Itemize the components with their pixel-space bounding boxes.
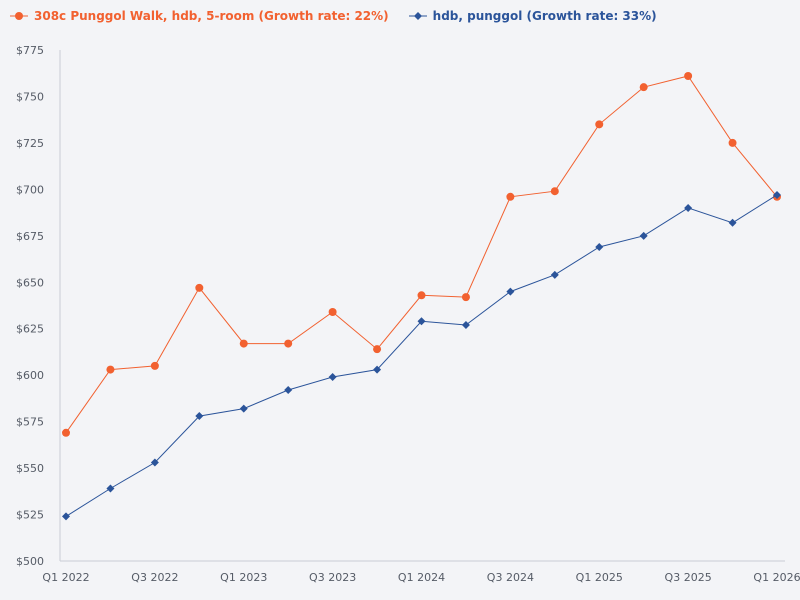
data-point[interactable] — [62, 512, 70, 521]
data-point[interactable] — [106, 365, 115, 374]
y-tick-label: $600 — [16, 369, 44, 382]
legend-item-308c[interactable]: 308c Punggol Walk, hdb, 5-room (Growth r… — [10, 9, 389, 23]
y-tick-label: $525 — [16, 509, 44, 522]
data-point[interactable] — [550, 187, 559, 196]
data-point[interactable] — [639, 83, 648, 92]
data-point[interactable] — [195, 412, 204, 421]
data-point[interactable] — [328, 308, 337, 317]
y-tick-label: $725 — [16, 137, 44, 150]
x-axis: Q1 2022 Q3 2022 Q1 2023 Q3 2023 Q1 2024 Q3 20… — [42, 560, 800, 584]
data-point[interactable] — [461, 321, 470, 330]
y-tick-label: $650 — [16, 276, 44, 289]
data-point[interactable] — [506, 287, 515, 296]
data-point[interactable] — [106, 484, 115, 493]
data-point[interactable] — [728, 218, 737, 227]
y-tick-label: $500 — [16, 555, 44, 568]
data-point[interactable] — [595, 120, 604, 129]
data-point[interactable] — [239, 339, 248, 348]
data-point[interactable] — [773, 190, 781, 199]
series-line — [65, 75, 778, 434]
data-point[interactable] — [728, 138, 737, 147]
y-tick-label: $750 — [16, 90, 44, 103]
data-point[interactable] — [195, 283, 204, 292]
x-tick-label: Q1 2024 — [398, 571, 445, 584]
data-point[interactable] — [417, 317, 426, 326]
legend-item-punggol[interactable]: hdb, punggol (Growth rate: 33%) — [408, 9, 657, 23]
x-tick-label: Q3 2023 — [309, 571, 356, 584]
legend-circle-marker-icon — [10, 12, 28, 20]
legend-label-308c: 308c Punggol Walk, hdb, 5-room (Growth r… — [34, 9, 389, 23]
data-point[interactable] — [373, 365, 382, 374]
data-point[interactable] — [284, 339, 293, 348]
data-point[interactable] — [461, 293, 470, 302]
x-tick-label: Q1 2023 — [220, 571, 267, 584]
series-1 — [62, 190, 781, 521]
y-axis: $500 $525 $550 $575 $600 $625 $650 $675 $700 $725… — [16, 44, 61, 568]
y-tick-label: $775 — [16, 44, 44, 57]
y-tick-label: $700 — [16, 183, 44, 196]
data-point[interactable] — [550, 270, 559, 279]
data-point[interactable] — [595, 242, 604, 251]
y-tick-label: $575 — [16, 416, 44, 429]
data-point[interactable] — [62, 428, 70, 437]
data-point[interactable] — [328, 373, 337, 382]
data-point[interactable] — [150, 361, 159, 370]
x-tick-label: Q1 2022 — [42, 571, 89, 584]
x-tick-label: Q3 2024 — [487, 571, 534, 584]
series-0 — [62, 72, 781, 437]
legend-label-punggol: hdb, punggol (Growth rate: 33%) — [432, 9, 657, 23]
data-point[interactable] — [684, 203, 693, 212]
x-tick-label: Q3 2025 — [665, 571, 712, 584]
x-tick-label: Q3 2022 — [131, 571, 178, 584]
data-point[interactable] — [417, 291, 426, 300]
series-layer — [62, 72, 781, 521]
series-line — [65, 194, 778, 517]
data-point[interactable] — [684, 72, 693, 81]
x-tick-label: Q1 2025 — [576, 571, 623, 584]
data-point[interactable] — [239, 404, 248, 413]
y-tick-label: $550 — [16, 462, 44, 475]
x-tick-label: Q1 2026 — [753, 571, 800, 584]
data-point[interactable] — [373, 345, 382, 354]
data-point[interactable] — [150, 458, 159, 467]
legend-diamond-marker-icon — [408, 12, 427, 20]
data-point[interactable] — [284, 386, 293, 395]
y-tick-label: $675 — [16, 230, 44, 243]
data-point[interactable] — [639, 231, 648, 240]
data-point[interactable] — [506, 192, 515, 201]
y-tick-label: $625 — [16, 323, 44, 336]
chart-legend: 308c Punggol Walk, hdb, 5-room (Growth r… — [10, 9, 657, 23]
